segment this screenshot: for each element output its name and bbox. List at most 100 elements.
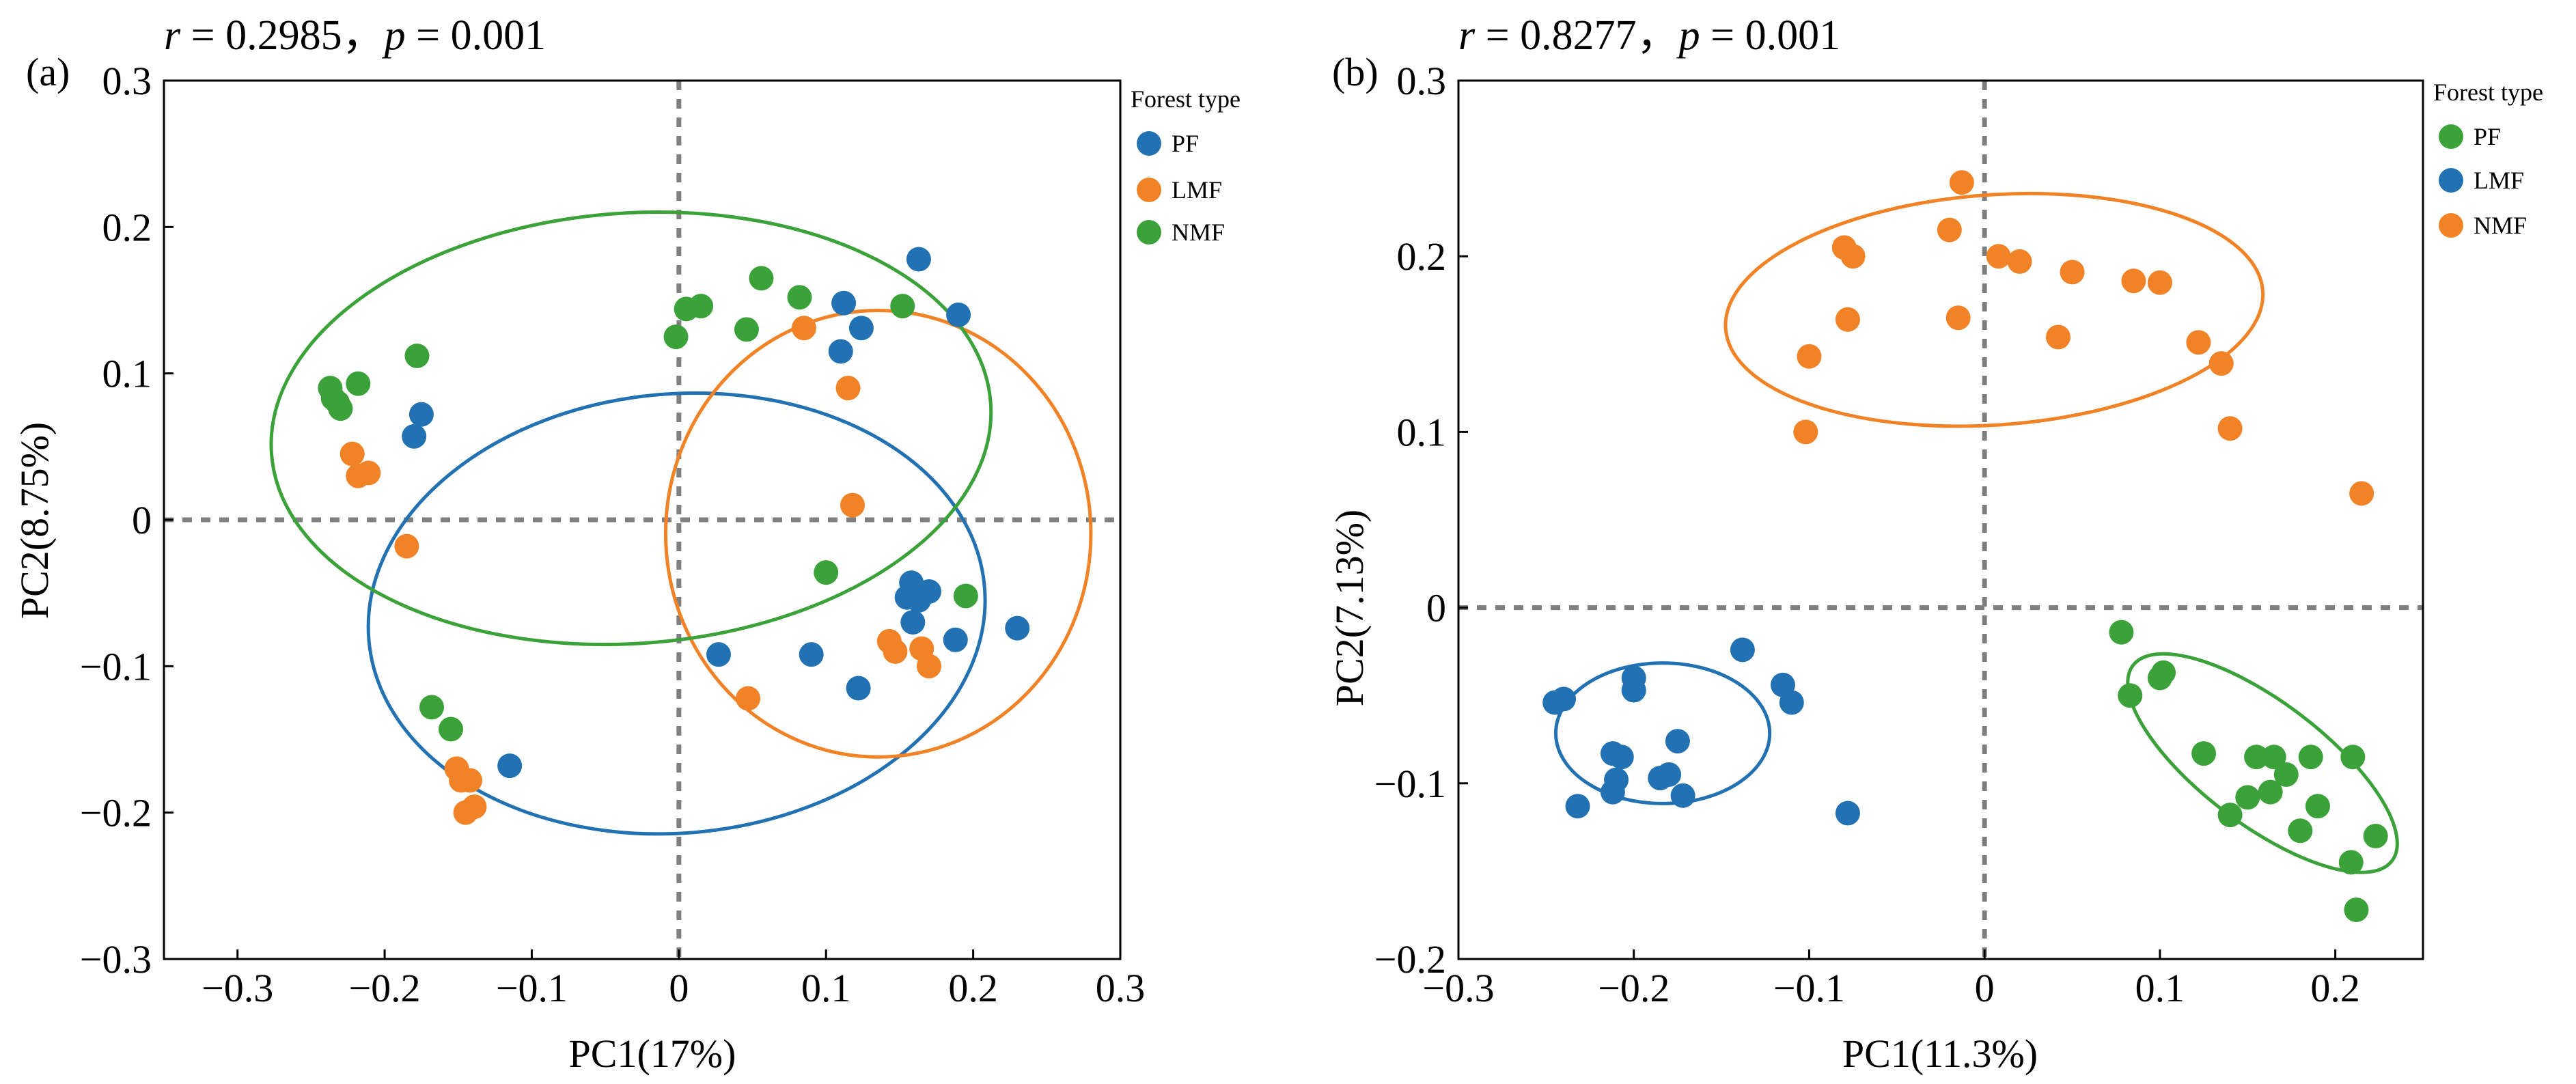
panel-b-x-axis-label: PC1(11.3%) [1842, 1031, 2038, 1076]
panel-b-point-nmf [1840, 244, 1866, 269]
panel-a-legend-item-nmf: NMF [1137, 219, 1225, 246]
panel-b-y-tick-label: 0.2 [1397, 234, 1447, 279]
panel-a-point-pf [408, 402, 434, 427]
panel-a-ellipse-pf [366, 391, 987, 836]
panel-a-point-pf [848, 316, 874, 341]
panel-b-point-pf [2217, 803, 2243, 828]
panel-b-point-pf [2258, 779, 2283, 805]
panel-a-point-pf [706, 642, 731, 667]
panel-a-ellipses [269, 210, 1093, 836]
panel-a-point-lmf [835, 376, 861, 401]
panel-b-legend-label-pf: PF [2474, 123, 2501, 150]
panel-a-point-nmf [734, 317, 759, 342]
panel-b-point-pf [2191, 741, 2217, 766]
panel-a-y-tick-label: 0.2 [102, 205, 152, 249]
panel-a-point-nmf [419, 695, 444, 720]
panel-a-y-ticks: −0.3 −0.2 −0.1 0 0.1 0.2 0.3 [80, 59, 174, 982]
panel-b-plot-frame [1457, 79, 2424, 960]
panel-b-point-pf [2338, 850, 2364, 875]
panel-b-point-nmf [2208, 351, 2234, 376]
panel-a-y-tick-label: 0 [132, 498, 152, 542]
panel-a-point-lmf [453, 800, 478, 825]
panel-b-point-nmf [1793, 419, 1818, 445]
panel-b-point-lmf [1730, 637, 1755, 663]
panel-b-legend-item-lmf: LMF [2439, 167, 2524, 194]
panel-b-legend-label-lmf: LMF [2474, 167, 2524, 194]
panel-b-point-lmf [1657, 762, 1682, 787]
panel-a-point-pf [943, 627, 968, 652]
panel-b-point-lmf [1670, 783, 1695, 808]
panel-b-legend-item-nmf: NMF [2439, 212, 2527, 239]
panel-b-point-lmf [1542, 690, 1568, 715]
panel-b-legend-marker-lmf [2439, 168, 2463, 193]
panel-a-y-tick-label: −0.2 [80, 791, 152, 835]
panel-b-point-nmf [1945, 305, 1971, 331]
panel-b-point-nmf [1835, 307, 1860, 332]
panel-a-point-lmf [356, 460, 381, 486]
panel-a-point-pf [831, 290, 857, 316]
panel-a-ellipse-nmf [269, 210, 993, 646]
panel-b-y-ticks: −0.2 −0.1 0 0.1 0.2 0.3 [1374, 59, 1468, 982]
panel-a-x-tick-label: 0.1 [801, 966, 851, 1010]
panel-a-point-lmf [449, 768, 474, 793]
panel-a-title: r = 0.2985，p = 0.001 [164, 12, 546, 59]
panel-b-ellipse-nmf [1723, 191, 2265, 428]
panel-b-point-pf [2298, 745, 2323, 770]
panel-b-point-pf [2261, 745, 2286, 770]
panel-a-point-nmf [689, 294, 714, 319]
panel-b-point-pf [2340, 745, 2366, 770]
panel-a-legend-title: Forest type [1131, 85, 1241, 113]
panel-a-title-r-value: = 0.2985， [180, 12, 384, 59]
panel-b-y-tick-label: 0.3 [1397, 59, 1447, 103]
panel-a-y-tick-label: 0.1 [102, 352, 152, 396]
panel-b-ellipse-lmf [1553, 661, 1772, 805]
panel-a-zero-lines [164, 81, 1120, 959]
panel-b-point-pf [2244, 745, 2269, 770]
panel-b-legend-marker-pf [2439, 124, 2463, 149]
panel-a-point-pf [1005, 615, 1030, 641]
panel-b-point-pf [2288, 818, 2313, 844]
panel-a-point-nmf [404, 343, 430, 368]
panel-b-y-tick-label: 0 [1426, 586, 1446, 630]
panel-a-point-nmf [328, 396, 353, 421]
panel-a-point-lmf [791, 316, 816, 341]
panel-a-point-pf [799, 642, 824, 667]
panel-a-x-axis-label: PC1(17%) [569, 1031, 736, 1076]
panel-a-ellipse-lmf [663, 309, 1093, 759]
panel-b-point-lmf [1600, 779, 1625, 805]
panel-b-point-nmf [2060, 260, 2085, 285]
panel-b-point-pf [2363, 823, 2388, 848]
panel-a-point-pf [846, 676, 871, 701]
panel-b: (b) r = 0.8277，p = 0.001 −0.3 −0.2 −0.1 0 0.… [1327, 12, 2543, 1076]
panel-a-x-tick-label: 0.2 [948, 966, 998, 1010]
panel-b-point-pf [2109, 620, 2134, 645]
panel-b-point-lmf [1621, 678, 1646, 703]
panel-b-x-tick-label: 0.2 [2310, 966, 2360, 1010]
panel-a-point-nmf [663, 324, 689, 350]
panel-a-point-nmf [346, 371, 371, 396]
panel-b-x-tick-label: 0.1 [2135, 966, 2185, 1010]
panel-a-point-lmf [736, 686, 761, 711]
panel-a-legend-label-lmf: LMF [1172, 176, 1222, 204]
panel-a-point-pf [906, 247, 931, 272]
panel-a-point-pf [497, 753, 523, 779]
panel-a-legend-label-pf: PF [1172, 130, 1199, 157]
panel-a-x-tick-label: 0 [669, 966, 689, 1010]
panel-a: (a) r = 0.2985，p = 0.001 −0.3 −0.2 −0.1 0 0.… [12, 12, 1241, 1076]
panel-a-point-lmf [340, 441, 365, 467]
panel-a-point-lmf [840, 492, 865, 518]
panel-b-point-nmf [2186, 330, 2211, 355]
panel-a-legend-label-nmf: NMF [1172, 219, 1225, 246]
panel-b-point-nmf [1937, 217, 1962, 242]
panel-b-y-tick-label: −0.2 [1374, 937, 1446, 982]
panel-b-x-ticks: −0.3 −0.2 −0.1 0 0.1 0.2 [1422, 949, 2360, 1010]
panel-a-point-pf [402, 423, 427, 449]
panel-b-point-nmf [1949, 170, 1974, 195]
panel-a-point-pf [900, 610, 926, 635]
panel-a-point-pf [828, 339, 853, 364]
panel-b-y-tick-label: −0.1 [1374, 762, 1446, 806]
panel-b-points [1542, 170, 2388, 922]
panel-a-point-lmf [917, 654, 941, 679]
panel-a-legend-marker-nmf [1137, 220, 1161, 245]
